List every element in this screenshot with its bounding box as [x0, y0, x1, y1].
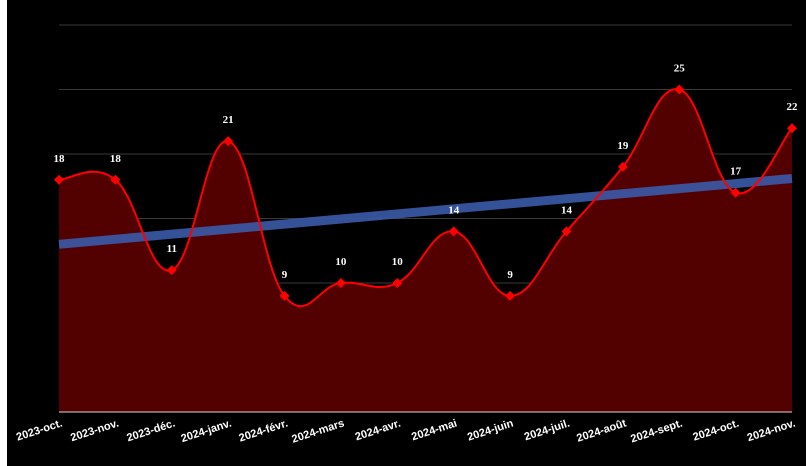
data-label: 25 [674, 63, 686, 75]
x-tick-label: 2024-avr. [354, 417, 403, 443]
data-label: 10 [335, 256, 347, 268]
trendline [58, 174, 793, 249]
data-point-marker [448, 226, 459, 237]
x-tick-label: 2023-déc. [125, 417, 176, 444]
data-label: 9 [282, 269, 288, 281]
x-tick-label: 2023-oct. [15, 417, 64, 443]
x-tick-label: 2024-févr. [237, 417, 289, 444]
data-labels: 18 18 11 21 9 10 10 14 9 14 19 25 17 22 [54, 63, 799, 281]
data-point-marker [730, 187, 741, 198]
data-label: 18 [110, 153, 122, 165]
data-label: 17 [730, 166, 742, 178]
data-label: 22 [787, 101, 799, 113]
x-tick-label: 2024-juin [466, 417, 515, 443]
x-tick-label: 2024-oct. [691, 417, 740, 443]
data-point-marker [110, 174, 121, 185]
data-point-marker [617, 161, 628, 172]
x-tick-label: 2024-janv. [180, 417, 234, 445]
x-tick-label: 2024-mars [290, 417, 345, 445]
x-tick-label: 2024-juil. [523, 417, 571, 443]
x-tick-label: 2024-sept. [629, 417, 684, 445]
data-label: 14 [448, 204, 460, 216]
x-tick-label: 2024-mai [410, 417, 458, 443]
data-point-marker [392, 278, 403, 288]
data-label: 14 [561, 204, 573, 216]
data-markers [54, 84, 797, 301]
data-point-marker [787, 123, 797, 134]
x-tick-labels: 2023-oct. 2023-nov. 2023-déc. 2024-janv. 202… [15, 417, 797, 445]
x-tick-label: 2023-nov. [69, 417, 120, 444]
series-area [59, 89, 792, 413]
x-tick-label: 2024-nov. [746, 417, 797, 444]
data-point-marker [279, 290, 290, 301]
data-point-marker [335, 278, 346, 288]
data-label: 10 [392, 256, 404, 268]
data-point-marker [505, 290, 516, 301]
data-point-marker [223, 136, 234, 147]
data-label: 21 [223, 114, 234, 126]
x-tick-label: 2024-août [575, 417, 628, 444]
data-point-marker [674, 84, 685, 95]
data-point-marker [166, 265, 177, 276]
data-label: 11 [167, 243, 177, 255]
data-label: 9 [507, 269, 513, 281]
data-point-marker [561, 226, 572, 237]
data-label: 19 [617, 140, 629, 152]
chart-container: 18 18 11 21 9 10 10 14 9 14 19 25 17 22 2023-oct. 2023… [7, 0, 806, 466]
data-label: 18 [54, 153, 66, 165]
data-point-marker [54, 174, 64, 185]
